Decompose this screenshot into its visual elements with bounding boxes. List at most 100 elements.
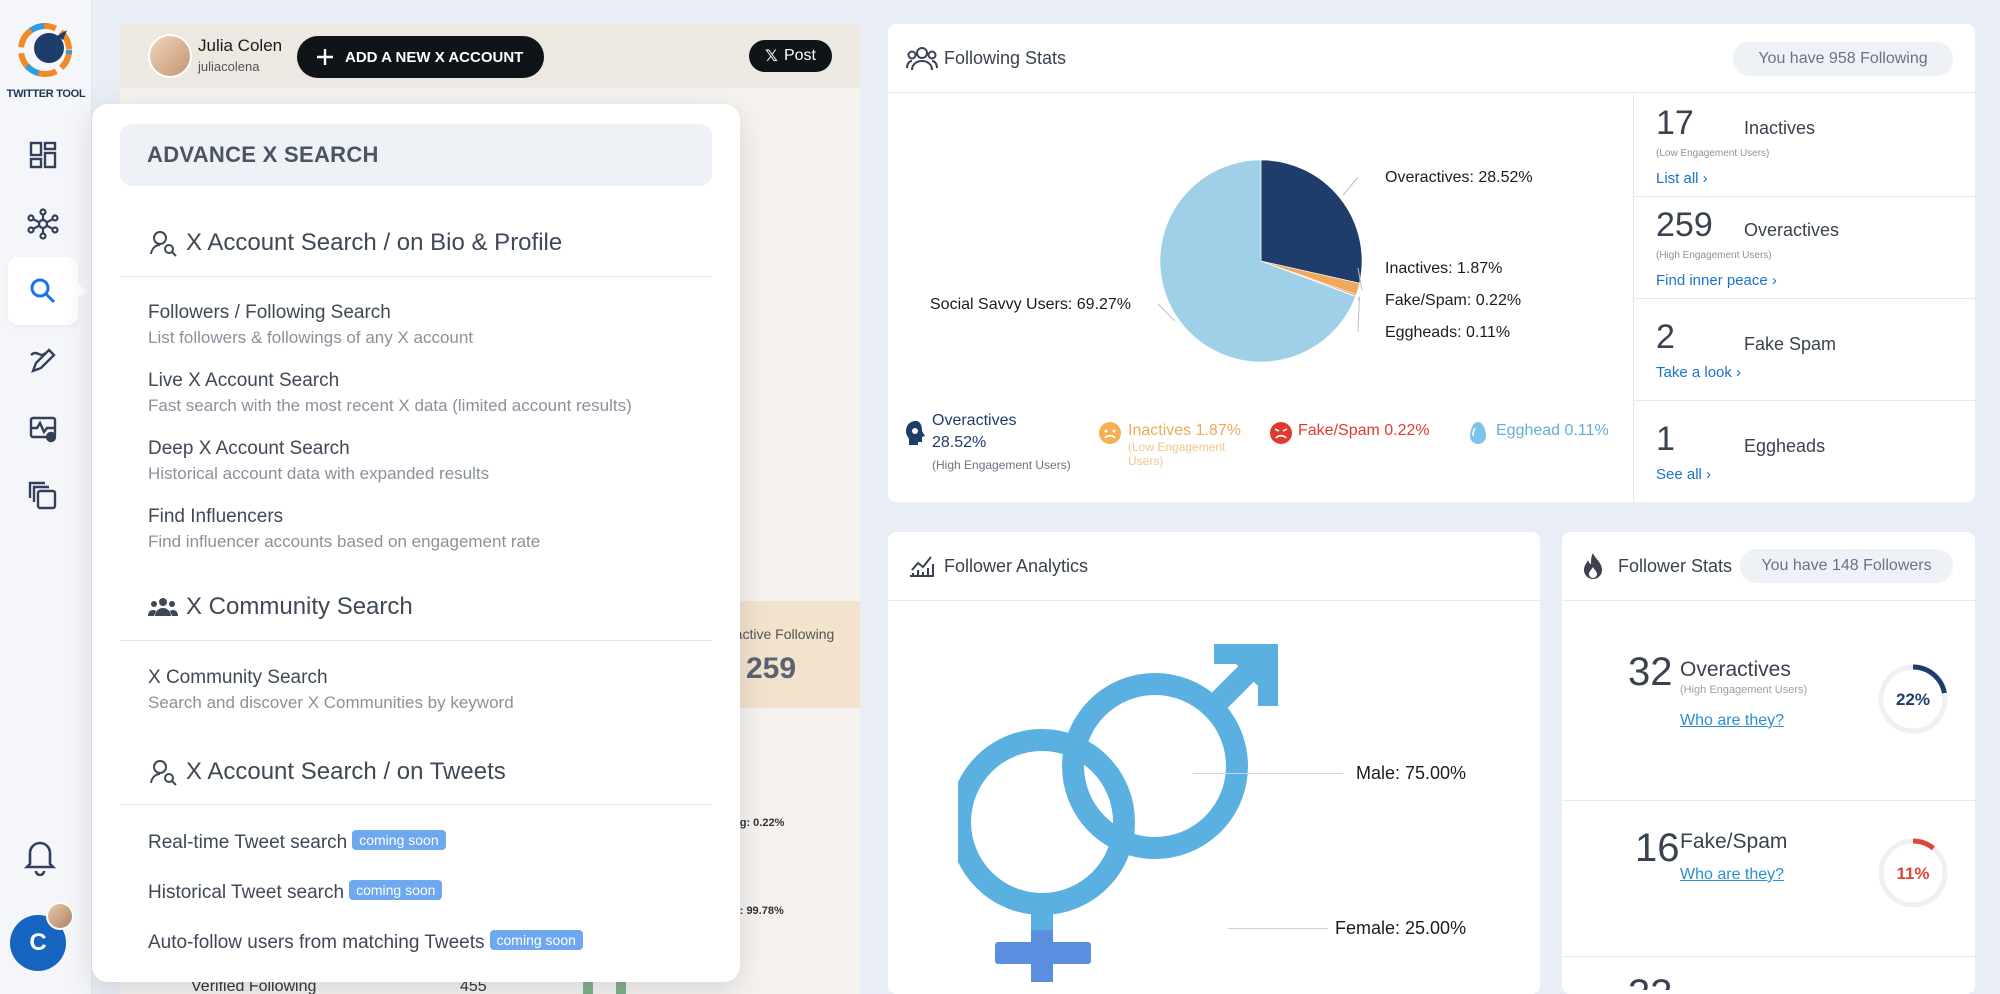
menu-item-desc: Historical account data with expanded re…: [148, 464, 490, 483]
menu-item-deep-search[interactable]: Deep X Account Search: [148, 438, 350, 459]
follower-stats-panel: Follower Stats You have 148 Followers 32…: [1562, 532, 1975, 994]
divider: [1633, 400, 1975, 401]
inactives-label: Inactives: [1744, 118, 1816, 138]
legend-sub: (Low Engagement Users): [1128, 440, 1226, 468]
section-title: X Account Search / on Bio & Profile: [148, 228, 562, 258]
edit-icon: [30, 348, 56, 374]
user-search-icon: [150, 231, 177, 257]
coming-soon-badge: coming soon: [352, 830, 446, 850]
verified-following-value: 455: [460, 978, 487, 994]
overactives-sub: (High Engagement Users): [1656, 250, 1772, 261]
gender-symbol-icon: [958, 644, 1278, 982]
fakespam-percent: 11%: [1896, 864, 1930, 883]
menu-item-desc: Fast search with the most recent X data …: [148, 396, 632, 415]
legend-label: Inactives 1.87%: [1128, 422, 1241, 439]
inactive-following-label: Inactive Following: [733, 626, 835, 642]
fakespam-followers-label: Fake/Spam: [1680, 830, 1788, 853]
legend-label: Overactives: [932, 412, 1017, 429]
inactive-following-box: [733, 601, 860, 708]
menu-item-auto-follow[interactable]: Auto-follow users from matching Tweets co…: [148, 930, 583, 954]
user-photo[interactable]: [148, 34, 192, 78]
male-label: Male: 75.00%: [1356, 763, 1467, 783]
following-pie-chart: Overactives: 28.52% Inactives: 1.87% Fake/…: [930, 159, 1533, 363]
copy-icon: [28, 481, 57, 510]
who-are-they-link[interactable]: Who are they?: [1680, 712, 1785, 729]
user-search-icon: [150, 760, 177, 786]
menu-item-historical-tweet-search[interactable]: Historical Tweet search coming soon: [148, 880, 443, 904]
nav-copy[interactable]: [8, 462, 78, 530]
section-title-text: X Account Search / on Tweets: [186, 758, 506, 785]
add-account-button[interactable]: ADD A NEW X ACCOUNT: [297, 36, 544, 78]
logo-icon: [18, 23, 72, 77]
fakespam-followers-count: 16: [1635, 826, 1680, 870]
verified-bar: [583, 980, 593, 994]
verified-following-label: Verified Following: [191, 978, 317, 994]
chart-fragment-label: g: 99.78%: [733, 905, 784, 917]
chart-fragment-label: ng: 0.22%: [733, 817, 785, 829]
leader-line: [1193, 773, 1343, 774]
section-title: X Community Search: [148, 592, 413, 622]
panel-title: Following Stats: [944, 48, 1067, 68]
user-avatar-mini[interactable]: [46, 902, 74, 930]
coming-soon-badge: coming soon: [489, 930, 583, 950]
see-all-link[interactable]: See all ›: [1656, 466, 1712, 483]
partial-count: 33: [1628, 972, 1673, 994]
divider: [120, 276, 712, 277]
divider: [1562, 600, 1975, 601]
nav-dashboard[interactable]: [8, 121, 78, 189]
overactive-percent: 22%: [1895, 690, 1931, 709]
menu-item-live-search[interactable]: Live X Account Search: [148, 370, 340, 391]
inactive-following-value: 259: [746, 652, 797, 685]
panel-title: Follower Stats: [1618, 556, 1733, 576]
menu-item-followers-following[interactable]: Followers / Following Search: [148, 302, 391, 323]
pie-leader-line: [1157, 303, 1176, 322]
menu-item-label: Auto-follow users from matching Tweets: [148, 932, 485, 953]
following-stats-panel: Following Stats You have 958 Following O…: [888, 24, 1975, 502]
menu-item-realtime-tweet-search[interactable]: Real-time Tweet search coming soon: [148, 830, 446, 854]
who-are-they-link[interactable]: Who are they?: [1680, 866, 1785, 883]
follower-count-pill: You have 148 Followers: [1740, 549, 1953, 583]
find-inner-peace-link[interactable]: Find inner peace ›: [1656, 272, 1777, 289]
nav-network[interactable]: [8, 190, 78, 258]
eggheads-label: Eggheads: [1744, 436, 1826, 456]
leader-line: [1228, 928, 1328, 929]
search-icon: [30, 278, 56, 304]
egg-icon: [1470, 422, 1486, 444]
post-button[interactable]: 𝕏 Post: [749, 40, 832, 72]
legend-inactives: Inactives 1.87% (Low Engagement Users): [1128, 422, 1258, 468]
activity-icon: [29, 416, 57, 443]
overactive-legend-icon: [906, 421, 925, 445]
sidebar: TWITTER TOOL C: [0, 0, 92, 994]
menu-item-desc: Find influencer accounts based on engage…: [148, 532, 541, 551]
overactives-followers-label: Overactives: [1680, 658, 1791, 681]
bell-icon[interactable]: [22, 836, 58, 876]
post-label: Post: [783, 47, 816, 64]
menu-item-find-influencers[interactable]: Find Influencers: [148, 506, 284, 527]
overactives-label: Overactives: [1744, 220, 1840, 240]
menu-item-community-search[interactable]: X Community Search: [148, 667, 328, 688]
pie-slice-overactives: [1260, 159, 1363, 284]
plus-icon: [317, 49, 333, 65]
nav-search[interactable]: [8, 257, 87, 325]
nav-activity[interactable]: [8, 395, 78, 463]
fakespam-count: 2: [1656, 318, 1675, 356]
divider: [1562, 800, 1975, 801]
pie-leader-line: [1357, 297, 1360, 333]
legend-fakespam: Fake/Spam 0.22%: [1298, 422, 1430, 439]
following-count-pill: You have 958 Following: [1733, 42, 1953, 76]
nav-edit[interactable]: [8, 327, 78, 395]
section-title: X Account Search / on Tweets: [148, 757, 506, 787]
divider: [120, 804, 712, 805]
list-all-link[interactable]: List all ›: [1656, 170, 1708, 187]
angry-face-icon: [1270, 422, 1292, 444]
pie-leader-line: [1357, 267, 1363, 291]
pie-label-eggheads: Eggheads: 0.11%: [1385, 324, 1510, 341]
take-a-look-link[interactable]: Take a look ›: [1656, 364, 1742, 381]
legend-overactives: Overactives 28.52% (High Engagement User…: [932, 410, 1092, 476]
pie-label-fakespam: Fake/Spam: 0.22%: [1385, 292, 1521, 309]
menu-title: ADVANCE X SEARCH: [120, 124, 712, 186]
overactives-followers-count: 32: [1628, 650, 1673, 694]
pie-slice-social: [1159, 159, 1356, 363]
analytics-icon: [910, 556, 934, 577]
pie-label-inactives: Inactives: 1.87%: [1385, 260, 1502, 277]
